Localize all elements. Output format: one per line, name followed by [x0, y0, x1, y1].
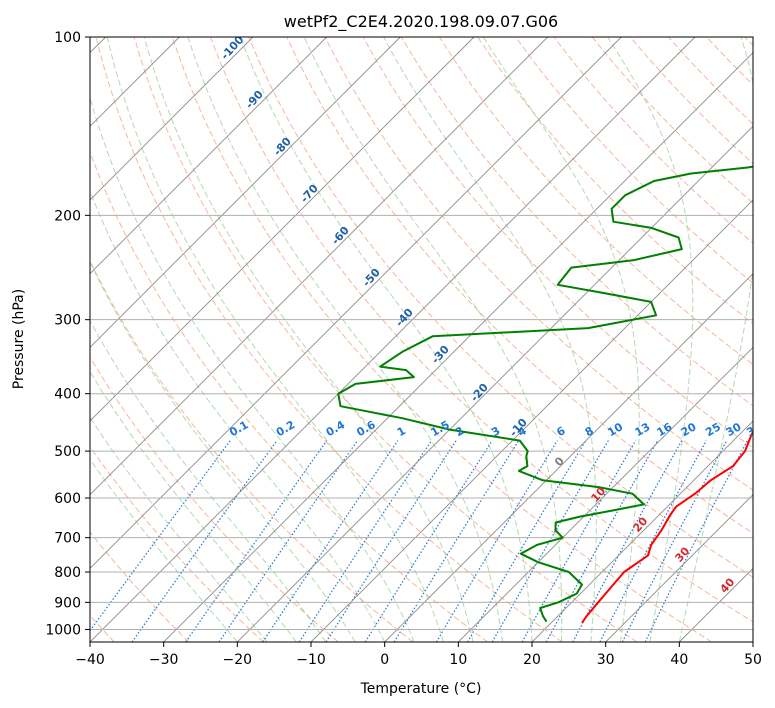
mixing-ratio-line — [325, 440, 457, 642]
dry-adiabat — [248, 37, 753, 578]
dry-adiabat — [515, 37, 753, 284]
isotherm — [90, 37, 327, 275]
moist-adiabat — [187, 37, 503, 642]
moist-adiabat — [239, 37, 533, 642]
isotherm — [163, 52, 753, 642]
isotherm — [458, 346, 753, 642]
y-tick-label: 600 — [54, 491, 81, 507]
profile-line — [581, 429, 753, 624]
mixing-ratio-line — [218, 440, 358, 642]
x-axis: −40 −30 −20 −10 0 10 20 30 40 50 — [75, 642, 762, 668]
y-tick-label: 500 — [54, 444, 81, 460]
moist-adiabat — [90, 458, 238, 642]
moist-adiabat — [106, 37, 445, 642]
profile-line — [337, 165, 753, 623]
background-lines — [90, 37, 753, 642]
x-tick-label: 0 — [380, 652, 389, 668]
x-tick-label: −40 — [75, 652, 105, 668]
moist-adiabat — [607, 37, 694, 642]
moist-adiabat — [90, 260, 356, 642]
x-tick-label: −20 — [223, 652, 253, 668]
dry-adiabat — [133, 37, 638, 642]
isotherm — [531, 420, 753, 642]
mixing-ratio-label: 36 — [744, 420, 764, 439]
plot-frame — [89, 36, 754, 643]
isotherm — [90, 37, 254, 201]
profile-lines — [337, 165, 753, 624]
moist-adiabat — [143, 37, 474, 642]
y-tick-label: 200 — [54, 208, 81, 224]
plot-area — [90, 37, 753, 642]
y-axis: 100 200 300 400 500 600 700 800 900 1000 — [45, 30, 90, 638]
moist-adiabat — [90, 189, 386, 642]
y-tick-label: 1000 — [45, 622, 81, 638]
y-tick-label: 700 — [54, 531, 81, 547]
dry-adiabat — [400, 37, 753, 407]
dry-adiabat — [90, 150, 488, 642]
x-tick-label: 30 — [597, 652, 615, 668]
moist-adiabat — [303, 37, 563, 642]
x-tick-label: −10 — [296, 652, 326, 668]
x-tick-label: 10 — [449, 652, 467, 668]
y-tick-label: 800 — [54, 565, 81, 581]
mixing-ratio-line — [298, 440, 432, 642]
moist-adiabat — [678, 37, 753, 642]
isotherm — [605, 494, 753, 642]
dry-adiabat — [90, 445, 264, 642]
isotherm — [384, 273, 753, 642]
moist-adiabat — [482, 37, 640, 642]
moist-adiabat — [90, 416, 268, 642]
isotherm — [310, 199, 753, 642]
mixing-ratio-line — [364, 440, 493, 642]
x-tick-label: 40 — [670, 652, 688, 668]
mixing-ratio-line — [185, 440, 328, 642]
dry-adiabat — [95, 37, 563, 642]
y-tick-label: 300 — [54, 313, 81, 329]
isotherm — [90, 37, 622, 569]
mixing-ratio-line — [435, 440, 558, 642]
x-axis-title: Temperature (°C) — [360, 681, 482, 697]
isotherm — [90, 37, 548, 496]
mixing-ratio-line — [572, 440, 683, 642]
dry-adiabat — [438, 37, 753, 366]
mixing-ratio-line — [262, 440, 399, 642]
mixing-ratio-line — [466, 440, 587, 642]
isotherm — [237, 125, 753, 642]
x-tick-label: −30 — [149, 652, 179, 668]
isotherm — [90, 37, 696, 642]
dry-adiabat — [90, 531, 190, 642]
x-tick-label: 20 — [523, 652, 541, 668]
y-tick-label: 100 — [54, 30, 81, 46]
isotherm — [90, 37, 475, 422]
isotherm — [90, 37, 401, 348]
dry-adiabat — [171, 37, 712, 642]
y-tick-label: 900 — [54, 595, 81, 611]
mixing-ratio-line — [621, 440, 728, 642]
dry-adiabat — [210, 37, 753, 623]
mixing-ratio-line — [491, 440, 609, 642]
chart-title: wetPf2_C2E4.2020.198.09.07.G06 — [284, 12, 558, 32]
y-tick-label: 400 — [54, 387, 81, 403]
y-axis-title: Pressure (hPa) — [11, 289, 27, 389]
moist-adiabat — [90, 370, 297, 642]
x-tick-label: 50 — [744, 652, 762, 668]
